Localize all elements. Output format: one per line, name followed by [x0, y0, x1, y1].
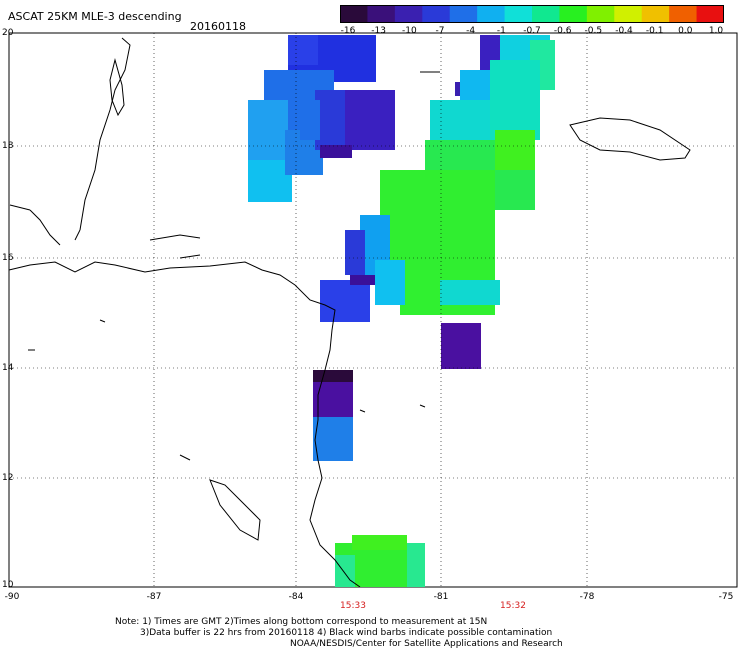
- colorbar-tick-label: -7: [435, 26, 445, 36]
- colorbar-tick-label: -0.7: [523, 26, 541, 36]
- colorbar-tick-label: 1.0: [708, 26, 724, 36]
- colorbar-segment: [641, 5, 670, 23]
- colorbar-segment: [504, 5, 533, 23]
- lon-label: -90: [4, 592, 20, 602]
- map-date: 20160118: [190, 20, 246, 33]
- colorbar-segment: [422, 5, 451, 23]
- colorbar-tick-label: -4: [466, 26, 476, 36]
- lon-label: -78: [579, 592, 595, 602]
- lat-label: 14: [2, 363, 14, 373]
- colorbar-segment: [559, 5, 588, 23]
- note-line-1: Note: 1) Times are GMT 2)Times along bot…: [115, 617, 488, 627]
- lon-label: -75: [718, 592, 734, 602]
- colorbar-segment: [669, 5, 698, 23]
- colorbar-tick-label: -0.1: [645, 26, 664, 36]
- time-label: 15:32: [500, 601, 526, 611]
- lon-label: -84: [288, 592, 304, 602]
- colorbar-tick-label: -10: [401, 26, 417, 36]
- colorbar-segment: [586, 5, 615, 23]
- wind-data-swath: [248, 35, 555, 587]
- colorbar-segment: [340, 5, 368, 23]
- colorbar-tick-label: -13: [371, 26, 386, 36]
- colorbar-tick-label: -0.5: [584, 26, 603, 36]
- time-label: 15:33: [340, 601, 366, 611]
- colorbar-segment: [696, 5, 724, 23]
- lat-label: 12: [2, 473, 14, 483]
- colorbar: [340, 5, 724, 23]
- colorbar-tick-label: -1: [496, 26, 506, 36]
- colorbar-segment: [367, 5, 396, 23]
- colorbar-segment: [394, 5, 423, 23]
- colorbar-tick-label: -0.6: [553, 26, 572, 36]
- colorbar-tick-label: -16: [340, 26, 356, 36]
- lat-lon-grid: [9, 33, 737, 587]
- coastlines: [8, 37, 691, 588]
- colorbar-segment: [614, 5, 643, 23]
- lon-label: -87: [146, 592, 162, 602]
- lat-label: 20: [2, 28, 14, 38]
- colorbar-segment: [449, 5, 478, 23]
- lat-label: 18: [2, 141, 14, 151]
- lon-label: -81: [433, 592, 449, 602]
- colorbar-segment: [477, 5, 506, 23]
- map-title: ASCAT 25KM MLE-3 descending: [8, 10, 182, 23]
- colorbar-tick-label: -0.4: [615, 26, 633, 36]
- note-line-2: 3)Data buffer is 22 hrs from 20160118 4)…: [140, 628, 553, 638]
- colorbar-segment: [532, 5, 560, 23]
- lat-label: 10: [2, 580, 14, 590]
- lat-label: 16: [2, 253, 14, 263]
- note-line-3: NOAA/NESDIS/Center for Satellite Applica…: [290, 639, 563, 649]
- colorbar-tick-label: 0.0: [678, 26, 693, 36]
